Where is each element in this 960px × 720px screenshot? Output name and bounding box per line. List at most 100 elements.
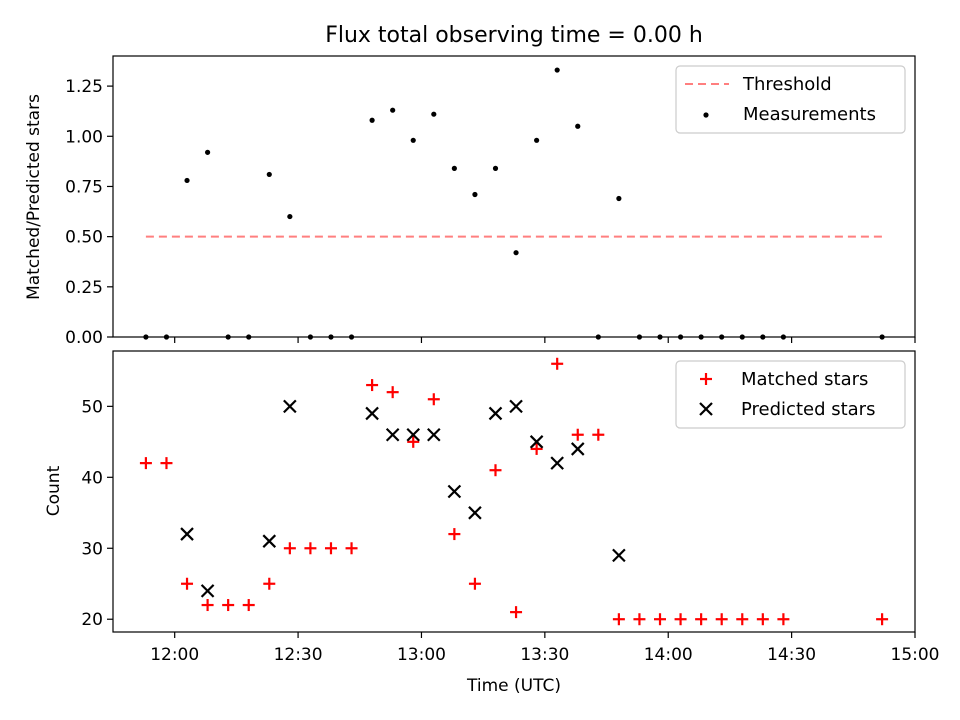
predicted-star-stroke-b: [612, 548, 626, 563]
matched-star-point-8: [304, 542, 317, 555]
matched-star-point-4: [222, 599, 235, 612]
top-ytick-label-5: 1.25: [65, 77, 103, 97]
predicted-star-point-0: [180, 527, 194, 541]
bottom-xtick-label-0: 12:00: [150, 645, 199, 665]
legend-measurements-label: Measurements: [743, 104, 876, 125]
matched-star-point-17: [489, 464, 502, 477]
matched-star-point-31: [777, 613, 790, 626]
matched-star-point-25: [654, 613, 667, 626]
measurement-point-7: [287, 213, 293, 220]
matched-star-point-12: [386, 386, 399, 399]
predicted-star-point-9: [468, 506, 482, 520]
top-ytick-label-3: 0.75: [65, 177, 103, 197]
matched-star-point-23: [612, 613, 625, 626]
legend-matched-label: Matched stars: [741, 369, 868, 390]
measurement-point-6: [266, 171, 272, 178]
bottom-xtick-label-6: 15:00: [891, 645, 940, 665]
bottom-xlabel: Time (UTC): [466, 676, 561, 696]
matched-star-point-20: [551, 357, 564, 370]
matched-star-point-6: [263, 577, 276, 590]
bottom-panel: Count Time (UTC) 12:00 12:30 13:00 13:30 14:…: [44, 350, 940, 696]
legend-measurements-swatch: [703, 112, 709, 118]
legend-matched-swatch: [700, 373, 712, 385]
matched-star-point-0: [139, 457, 152, 470]
matched-star-point-13: [407, 435, 420, 448]
measurement-point-21: [575, 123, 581, 129]
top-title: Flux total observing time = 0.00 h: [325, 23, 703, 48]
predicted-star-point-10: [488, 406, 503, 421]
matched-star-point-29: [736, 613, 749, 626]
measurement-point-20: [554, 67, 560, 73]
bottom-ylabel: Count: [44, 465, 64, 516]
measurement-point-3: [204, 149, 211, 155]
predicted-star-point-7: [427, 427, 441, 442]
legend-threshold-label: Threshold: [742, 74, 832, 95]
predicted-star-point-2: [262, 534, 277, 548]
predicted-star-stroke-b: [550, 456, 564, 470]
measurement-point-17: [492, 165, 499, 171]
predicted-star-point-12: [529, 435, 544, 449]
matched-star-point-27: [695, 613, 708, 626]
measurement-point-13: [410, 137, 416, 143]
top-ytick-label-0: 0.00: [65, 328, 103, 348]
matched-star-point-30: [756, 613, 769, 626]
bottom-legend-box: [675, 360, 906, 429]
predicted-star-point-15: [612, 548, 626, 563]
matched-star-point-9: [324, 542, 337, 555]
top-ytick-label-4: 1.00: [65, 127, 103, 147]
predicted-star-stroke-b: [509, 399, 523, 414]
predicted-star-stroke-b: [529, 435, 544, 449]
predicted-star-stroke-b: [488, 406, 503, 421]
legend-predicted-label: Predicted stars: [741, 399, 875, 420]
bottom-ytick-label-1: 30: [81, 539, 103, 559]
top-axes-frame: [112, 55, 916, 338]
top-ytick-label-1: 0.25: [65, 278, 103, 298]
matched-star-point-24: [633, 613, 646, 626]
matched-star-point-14: [427, 393, 440, 406]
matched-star-point-21: [571, 428, 584, 441]
matched-star-point-15: [448, 528, 461, 541]
predicted-star-stroke-b: [406, 427, 421, 442]
matched-star-point-32: [876, 613, 889, 626]
legend-predicted-swatch: [699, 402, 713, 416]
measurement-point-12: [390, 107, 396, 113]
bottom-xtick-label-4: 14:00: [644, 645, 693, 665]
top-ylabel: Matched/Predicted stars: [24, 94, 44, 300]
predicted-star-stroke-b: [200, 584, 215, 598]
measurement-point-11: [369, 117, 375, 123]
bottom-axes-frame: [112, 350, 916, 633]
bottom-ytick-label-3: 50: [81, 397, 103, 417]
matched-star-point-26: [674, 613, 687, 626]
predicted-star-stroke-b: [180, 527, 194, 541]
top-legend: Threshold Measurements: [675, 65, 906, 134]
predicted-star-stroke-b: [385, 427, 400, 442]
matched-star-point-10: [345, 542, 358, 555]
bottom-ytick-label-2: 40: [81, 468, 103, 488]
top-panel: Flux total observing time = 0.00 h Match…: [24, 23, 916, 348]
measurement-point-15: [451, 165, 457, 171]
bottom-xtick-label-3: 13:30: [520, 645, 569, 665]
matched-star-point-19: [530, 442, 543, 455]
predicted-star-point-14: [570, 442, 585, 456]
measurement-point-19: [534, 137, 540, 143]
matched-star-point-2: [181, 577, 194, 590]
matched-star-point-5: [242, 599, 255, 612]
bottom-xtick-label-2: 13:00: [397, 645, 446, 665]
measurement-point-18: [513, 250, 519, 256]
bottom-legend: Matched stars Predicted stars: [675, 360, 906, 429]
predicted-star-stroke-b: [427, 427, 441, 442]
measurement-point-2: [184, 177, 190, 184]
top-ytick-label-2: 0.50: [65, 228, 103, 248]
measurement-point-23: [616, 195, 622, 202]
matched-star-point-1: [160, 457, 173, 470]
predicted-star-stroke-b: [447, 484, 462, 499]
measurement-point-14: [431, 111, 437, 117]
matched-star-point-18: [510, 606, 523, 619]
measurement-point-16: [472, 191, 478, 198]
predicted-star-stroke-b: [262, 534, 277, 548]
predicted-star-point-8: [447, 484, 462, 499]
top-legend-box: [675, 65, 906, 134]
bottom-ytick-label-0: 20: [81, 610, 103, 630]
predicted-star-point-4: [365, 406, 379, 421]
